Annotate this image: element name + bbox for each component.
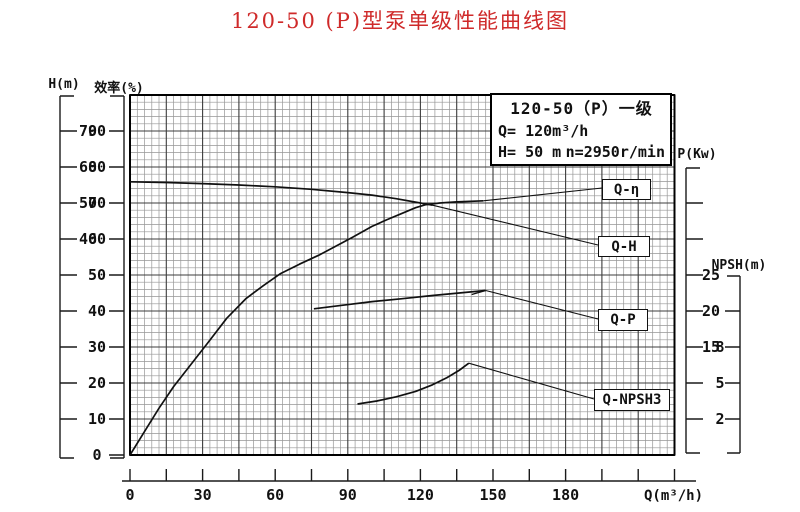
curve-Q-η bbox=[129, 199, 484, 456]
leader-Q-NPSH3 bbox=[468, 362, 595, 400]
h-axis-tick-label: 50 bbox=[78, 194, 98, 212]
efficiency-axis-tick-label: 60 bbox=[87, 230, 107, 248]
x-axis-tick-label: 180 bbox=[552, 486, 580, 504]
curve-Q-NPSH3 bbox=[357, 362, 470, 405]
efficiency-axis-tick-label: 10 bbox=[87, 410, 107, 428]
efficiency-axis-tick-label: 30 bbox=[87, 338, 107, 356]
leader-Q-H bbox=[432, 204, 599, 246]
efficiency-axis-tick-label: 70 bbox=[87, 194, 107, 212]
h-axis-tick-label: 40 bbox=[78, 230, 98, 248]
chart-title: 120-50 (P)型泵单级性能曲线图 bbox=[230, 9, 570, 33]
grid-major-lines bbox=[130, 95, 675, 455]
npsh-axis-tick-label: 8 bbox=[715, 338, 725, 356]
npsh-axis-tick-label: 5 bbox=[715, 374, 725, 392]
p-axis-header: P(Kw) bbox=[677, 147, 717, 162]
x-axis-tick-label: 150 bbox=[479, 486, 507, 504]
info-box: 120-50（P）一级 Q= 120m³/h H= 50 m n=2950r/m… bbox=[490, 93, 672, 166]
p-axis-tick-label: 15 bbox=[701, 338, 721, 356]
x-axis-unit-label: Q(m³/h) bbox=[644, 488, 704, 504]
x-axis-tick-label: 120 bbox=[406, 486, 434, 504]
h-axis-header: H(m) bbox=[48, 77, 80, 92]
efficiency-axis-tick-label: 80 bbox=[87, 158, 107, 176]
p-axis-tick-label: 20 bbox=[701, 302, 721, 320]
efficiency-axis-header: 效率(%) bbox=[94, 81, 144, 96]
efficiency-axis-tick-label: 40 bbox=[87, 302, 107, 320]
tip-barb-Q-P bbox=[471, 289, 486, 296]
npsh-axis-tick-label: 2 bbox=[715, 410, 725, 428]
info-box-speed: n=2950r/min bbox=[565, 143, 665, 161]
info-box-model: 120-50（P）一级 bbox=[510, 99, 653, 118]
curve-label-q-h: Q-H bbox=[598, 236, 650, 257]
efficiency-axis-tick-label: 0 bbox=[92, 446, 102, 464]
x-axis-ruler bbox=[122, 469, 696, 482]
h-axis-tick-label: 70 bbox=[78, 122, 98, 140]
tip-barb-Q-NPSH3 bbox=[457, 362, 470, 372]
leader-Q-P bbox=[485, 289, 599, 320]
leader-Q-η bbox=[483, 187, 603, 202]
x-axis-tick-label: 60 bbox=[266, 486, 285, 504]
efficiency-axis-tick-label: 50 bbox=[87, 266, 107, 284]
x-axis-tick-label: 0 bbox=[125, 486, 135, 504]
npsh-axis-header: NPSH(m) bbox=[711, 258, 767, 273]
npsh-axis-bracket bbox=[725, 275, 741, 454]
efficiency-axis-bracket bbox=[109, 95, 125, 459]
info-box-flow: Q= 120m³/h bbox=[498, 122, 589, 140]
efficiency-axis-tick-label: 20 bbox=[87, 374, 107, 392]
info-box-head: H= 50 m bbox=[498, 143, 562, 161]
x-axis-tick-label: 90 bbox=[338, 486, 357, 504]
curve-label-q-p: Q-P bbox=[598, 309, 648, 331]
curve-label-q-eta: Q-η bbox=[602, 179, 651, 200]
efficiency-axis-tick-label: 90 bbox=[87, 122, 107, 140]
h-axis-bracket bbox=[59, 95, 77, 459]
curve-label-q-npsh3: Q-NPSH3 bbox=[594, 389, 670, 411]
p-axis-tick-label: 25 bbox=[701, 266, 721, 284]
curve-Q-H bbox=[129, 180, 433, 207]
curve-Q-P bbox=[313, 289, 486, 310]
x-axis-tick-label: 30 bbox=[193, 486, 212, 504]
p-axis-bracket bbox=[685, 167, 703, 454]
h-axis-tick-label: 60 bbox=[78, 158, 98, 176]
